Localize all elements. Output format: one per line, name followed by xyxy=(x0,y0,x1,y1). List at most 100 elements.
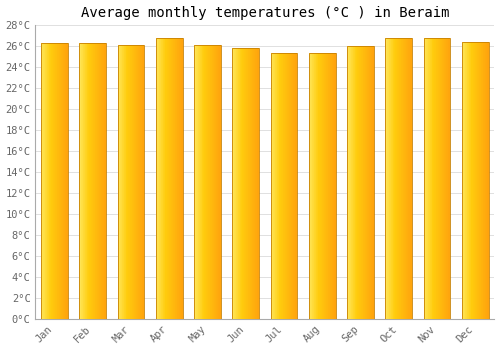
Bar xyxy=(297,53,298,319)
Bar xyxy=(406,37,407,319)
Bar xyxy=(370,46,372,319)
Bar xyxy=(292,53,293,319)
Bar xyxy=(286,53,288,319)
Bar xyxy=(239,48,240,319)
Bar xyxy=(255,48,256,319)
Bar xyxy=(204,45,205,319)
Bar xyxy=(62,43,63,319)
Bar xyxy=(270,53,272,319)
Bar xyxy=(245,48,246,319)
Bar xyxy=(432,37,433,319)
Bar xyxy=(41,43,68,319)
Bar xyxy=(218,45,219,319)
Bar xyxy=(118,45,144,319)
Bar xyxy=(172,37,174,319)
Bar xyxy=(131,45,132,319)
Bar xyxy=(105,43,106,319)
Bar xyxy=(318,53,319,319)
Bar xyxy=(42,43,43,319)
Bar xyxy=(296,53,297,319)
Bar xyxy=(386,37,387,319)
Bar xyxy=(439,37,440,319)
Bar xyxy=(64,43,66,319)
Bar xyxy=(359,46,360,319)
Bar xyxy=(215,45,216,319)
Bar xyxy=(257,48,258,319)
Bar xyxy=(391,37,392,319)
Bar xyxy=(122,45,123,319)
Bar xyxy=(126,45,127,319)
Bar xyxy=(133,45,134,319)
Bar xyxy=(247,48,248,319)
Bar xyxy=(46,43,47,319)
Bar xyxy=(313,53,314,319)
Bar xyxy=(41,43,42,319)
Bar xyxy=(232,48,233,319)
Bar xyxy=(486,42,488,319)
Bar xyxy=(407,37,408,319)
Bar xyxy=(447,37,448,319)
Bar xyxy=(437,37,438,319)
Bar xyxy=(357,46,358,319)
Bar xyxy=(180,37,182,319)
Bar xyxy=(438,37,439,319)
Bar xyxy=(334,53,335,319)
Bar xyxy=(315,53,316,319)
Bar xyxy=(482,42,484,319)
Bar xyxy=(248,48,249,319)
Bar xyxy=(99,43,100,319)
Bar xyxy=(288,53,290,319)
Bar xyxy=(100,43,101,319)
Bar xyxy=(316,53,317,319)
Bar xyxy=(240,48,241,319)
Bar xyxy=(398,37,399,319)
Bar xyxy=(55,43,56,319)
Bar xyxy=(134,45,135,319)
Bar xyxy=(101,43,102,319)
Bar xyxy=(443,37,444,319)
Bar xyxy=(356,46,357,319)
Bar xyxy=(362,46,363,319)
Bar xyxy=(103,43,104,319)
Bar xyxy=(158,37,160,319)
Bar xyxy=(234,48,235,319)
Bar xyxy=(174,37,176,319)
Bar xyxy=(252,48,253,319)
Bar xyxy=(405,37,406,319)
Bar xyxy=(47,43,48,319)
Bar xyxy=(278,53,280,319)
Bar xyxy=(217,45,218,319)
Bar xyxy=(130,45,131,319)
Bar xyxy=(51,43,52,319)
Bar xyxy=(366,46,368,319)
Bar xyxy=(251,48,252,319)
Bar xyxy=(48,43,49,319)
Bar xyxy=(352,46,353,319)
Bar xyxy=(66,43,68,319)
Bar xyxy=(91,43,92,319)
Bar xyxy=(309,53,310,319)
Bar xyxy=(214,45,215,319)
Bar xyxy=(400,37,401,319)
Bar xyxy=(402,37,403,319)
Bar xyxy=(93,43,94,319)
Bar xyxy=(436,37,437,319)
Bar xyxy=(253,48,254,319)
Bar xyxy=(52,43,53,319)
Bar xyxy=(60,43,61,319)
Bar xyxy=(466,42,468,319)
Bar xyxy=(328,53,329,319)
Bar xyxy=(335,53,336,319)
Bar xyxy=(476,42,478,319)
Title: Average monthly temperatures (°C ) in Beraim: Average monthly temperatures (°C ) in Be… xyxy=(80,6,449,20)
Bar xyxy=(435,37,436,319)
Bar xyxy=(319,53,320,319)
Bar xyxy=(124,45,125,319)
Bar xyxy=(282,53,284,319)
Bar xyxy=(434,37,435,319)
Bar xyxy=(58,43,59,319)
Bar xyxy=(394,37,395,319)
Bar xyxy=(138,45,139,319)
Bar xyxy=(141,45,142,319)
Bar xyxy=(364,46,365,319)
